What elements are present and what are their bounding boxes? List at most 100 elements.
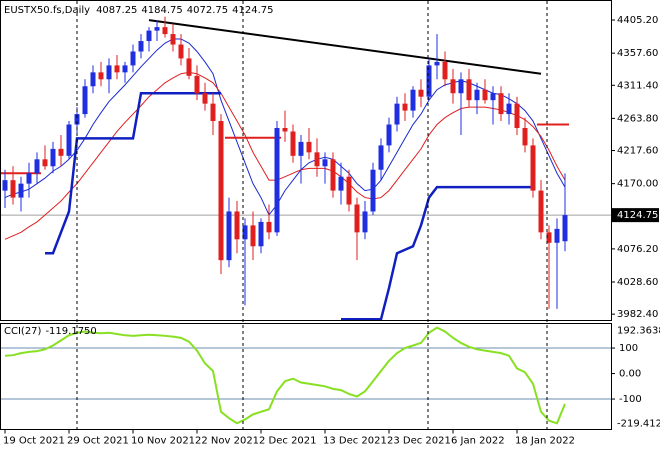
- candle-body: [218, 121, 224, 261]
- candle-body: [50, 148, 56, 167]
- candle-body: [202, 93, 208, 104]
- y2-tick-label: 100: [619, 343, 638, 354]
- candle-body: [194, 75, 200, 94]
- candle-body: [122, 65, 128, 73]
- cci-header: CCI(27) -119.1750: [4, 326, 97, 337]
- candle-body: [106, 65, 112, 80]
- candle-body: [450, 79, 456, 94]
- candle-body: [82, 86, 88, 115]
- candle-body: [402, 103, 408, 111]
- indicator-line: [4, 38, 566, 216]
- last-low: 4072.75: [187, 5, 228, 16]
- cci-name: CCI(27): [4, 326, 42, 337]
- candle-body: [26, 173, 32, 184]
- candle-body: [394, 103, 400, 125]
- candle-body: [234, 211, 240, 240]
- last-high: 4184.75: [141, 5, 182, 16]
- candle-body: [426, 65, 432, 97]
- candle-body: [362, 211, 368, 233]
- y-tick-label: 3982.40: [617, 309, 658, 320]
- trendline: [148, 19, 542, 75]
- candle-body: [98, 72, 104, 80]
- last-open: 4087.25: [96, 5, 137, 16]
- candle-body: [34, 159, 40, 174]
- candle-body: [42, 159, 48, 167]
- y-tick-label: 4311.40: [617, 80, 658, 91]
- last-close: 4124.75: [232, 5, 273, 16]
- candle-body: [114, 65, 120, 73]
- candle-body: [178, 44, 184, 59]
- candle-body: [154, 27, 160, 31]
- candle-body: [66, 124, 72, 156]
- candle-body: [306, 141, 312, 153]
- candle-body: [2, 180, 8, 191]
- candle-body: [370, 169, 376, 212]
- y-tick-label: 4028.60: [617, 277, 658, 288]
- candle-body: [418, 89, 424, 97]
- plot-layer: [1, 16, 611, 425]
- chart-header: EUSTX50.fs,Daily 4087.25 4184.75 4072.75 412…: [4, 5, 274, 16]
- x-tick-label: 18 Jan 2022: [515, 436, 575, 447]
- cci-line: [4, 326, 566, 425]
- candle-body: [538, 190, 544, 233]
- candle-body: [474, 89, 480, 101]
- candle-body: [506, 103, 512, 115]
- x-tick-label: 13 Dec 2021: [323, 436, 387, 447]
- candle-body: [282, 128, 288, 132]
- candle-body: [442, 61, 448, 80]
- candle-body: [530, 145, 536, 191]
- y2-tick-label: -100: [619, 394, 642, 405]
- candle-body: [338, 176, 344, 191]
- x-tick-label: 29 Oct 2021: [67, 436, 129, 447]
- y-tick-label: 4217.60: [617, 146, 658, 157]
- candle-body: [242, 225, 248, 240]
- candle-body: [562, 215, 568, 242]
- indicator-line: [4, 71, 566, 240]
- candle-body: [514, 103, 520, 128]
- candle-body: [322, 159, 328, 167]
- x-tick-label: 22 Nov 2021: [195, 436, 259, 447]
- candle-body: [266, 221, 272, 233]
- candle-body: [226, 211, 232, 261]
- main-panel-border: [0, 0, 612, 321]
- candle-body: [482, 89, 488, 101]
- candle-body: [490, 93, 496, 101]
- candle-body: [410, 89, 416, 111]
- candle-body: [298, 141, 304, 156]
- candle-body: [162, 27, 168, 35]
- current-price-box: [611, 208, 659, 223]
- candle-body: [354, 204, 360, 233]
- candle-body: [146, 30, 152, 42]
- symbol: EUSTX50.fs,Daily: [4, 5, 90, 16]
- candle-body: [210, 103, 216, 122]
- candle-body: [170, 34, 176, 45]
- candle-body: [314, 152, 320, 167]
- candle-body: [186, 58, 192, 76]
- y2-limit-label: 192.3638: [617, 326, 660, 337]
- candle-body: [290, 131, 296, 156]
- candle-body: [58, 148, 64, 156]
- indicator-line: [45, 91, 533, 321]
- y-tick-label: 4263.80: [617, 113, 658, 124]
- current-price-label: 4124.75: [617, 210, 658, 221]
- y2-tick-label: 0.00: [619, 369, 641, 380]
- candle-body: [522, 128, 528, 146]
- candle-body: [546, 232, 552, 243]
- candle-body: [274, 128, 280, 233]
- y-tick-label: 4357.60: [617, 48, 658, 59]
- candle-body: [10, 180, 16, 198]
- candle-body: [554, 228, 560, 243]
- candle-body: [346, 176, 352, 205]
- candle-body: [434, 61, 440, 66]
- x-tick-label: 23 Dec 2021: [387, 436, 451, 447]
- candle-body: [250, 225, 256, 247]
- cci-panel-border: [0, 323, 612, 430]
- x-tick-label: 6 Jan 2022: [451, 436, 505, 447]
- candle-body: [74, 114, 80, 125]
- y-tick-label: 4170.00: [617, 179, 658, 190]
- cci-last: -119.1750: [45, 326, 96, 337]
- candle-body: [458, 79, 464, 94]
- candle-body: [138, 41, 144, 52]
